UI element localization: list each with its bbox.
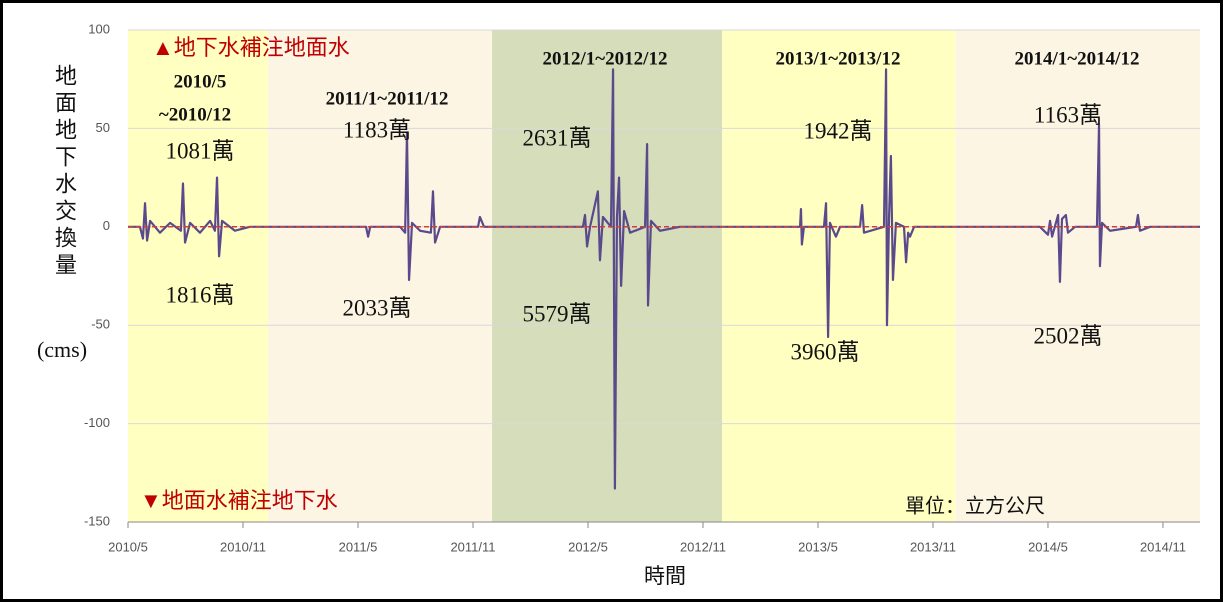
x-axis-label: 時間 <box>644 564 686 588</box>
x-tick-label: 2011/5 <box>339 539 378 554</box>
x-tick-label: 2010/11 <box>220 539 266 554</box>
y-tick-label: 100 <box>88 21 110 36</box>
y-tick-label: 50 <box>96 120 110 135</box>
series-line <box>128 68 1200 490</box>
period-band <box>268 30 493 522</box>
annotation-up: ▲地下水補注地面水 <box>152 35 350 60</box>
period-band <box>722 30 956 522</box>
upper-volume: 2631萬 <box>523 125 592 150</box>
x-tick-label: 2014/11 <box>1140 539 1186 554</box>
upper-volume: 1081萬 <box>166 138 235 163</box>
period-label: ~2010/12 <box>159 104 231 125</box>
lower-volume: 2033萬 <box>343 295 412 320</box>
x-tick-label: 2011/11 <box>450 539 495 554</box>
upper-volume: 1183萬 <box>343 117 411 142</box>
y-axis-unit: (cms) <box>37 337 87 362</box>
x-tick-label: 2013/5 <box>798 539 838 554</box>
annotation-down: ▼地面水補注地下水 <box>140 488 338 513</box>
period-label: 2014/1~2014/12 <box>1015 48 1140 69</box>
period-label: 2011/1~2011/12 <box>326 88 449 109</box>
y-tick-label: -150 <box>84 513 110 528</box>
y-tick-label: 0 <box>103 218 110 233</box>
x-tick-label: 2012/5 <box>568 539 608 554</box>
period-band <box>492 30 723 522</box>
y-tick-label: -100 <box>84 415 110 430</box>
unit-note: 單位：立方公尺 <box>905 495 1045 518</box>
x-tick-label: 2010/5 <box>108 539 148 554</box>
lower-volume: 5579萬 <box>523 301 592 326</box>
upper-volume: 1163萬 <box>1034 102 1102 127</box>
period-band <box>955 30 1200 522</box>
lower-volume: 3960萬 <box>791 339 860 364</box>
x-tick-label: 2013/11 <box>910 539 956 554</box>
period-label: 2010/5 <box>174 71 227 92</box>
period-label: 2012/1~2012/12 <box>543 48 668 69</box>
period-label: 2013/1~2013/12 <box>776 48 901 69</box>
y-tick-label: -50 <box>91 317 110 332</box>
x-tick-label: 2012/11 <box>680 539 726 554</box>
period-band <box>128 30 269 522</box>
x-tick-label: 2014/5 <box>1028 539 1068 554</box>
lower-volume: 2502萬 <box>1034 323 1103 348</box>
upper-volume: 1942萬 <box>804 118 873 143</box>
y-axis-label: 地面地下水交換量 <box>52 64 77 280</box>
lower-volume: 1816萬 <box>166 282 235 307</box>
